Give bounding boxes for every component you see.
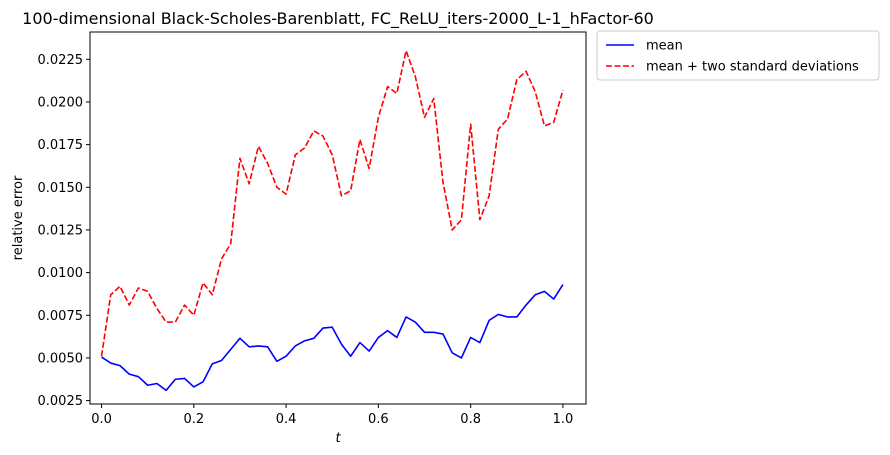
chart-title: 100-dimensional Black-Scholes-Barenblatt… (22, 9, 654, 29)
y-tick-label: 0.0050 (38, 351, 84, 366)
y-tick-label: 0.0025 (38, 394, 84, 409)
x-tick-label: 1.0 (553, 412, 574, 427)
legend-label: mean (646, 39, 683, 54)
plot-frame (89, 31, 587, 405)
x-tick-label: 0.2 (183, 412, 204, 427)
y-tick-label: 0.0175 (38, 138, 84, 153)
y-tick-label: 0.0125 (38, 223, 84, 238)
y-axis-label: relative error (11, 175, 26, 260)
x-tick-label: 0.8 (460, 412, 481, 427)
legend-label: mean + two standard deviations (646, 60, 859, 75)
y-tick-label: 0.0075 (38, 309, 84, 324)
series-layer (100, 49, 564, 392)
y-tick-label: 0.0100 (38, 266, 84, 281)
x-tick-label: 0.4 (276, 412, 297, 427)
x-axis-label: t (335, 431, 341, 446)
series-line-mean (101, 284, 564, 392)
x-axis: 0.0 0.2 0.4 0.6 0.8 1.0 (91, 404, 573, 427)
y-axis: 0.0025 0.0050 0.0075 0.0100 0.0125 0.0150 0.01… (38, 53, 90, 409)
y-tick-label: 0.0150 (38, 181, 84, 196)
y-tick-label: 0.0200 (38, 95, 84, 110)
y-tick-label: 0.0225 (38, 53, 84, 68)
legend: mean mean + two standard deviations (596, 30, 880, 81)
plot-area (89, 31, 587, 405)
series-line-mean-plus-two-std (100, 49, 564, 357)
x-tick-label: 0.0 (91, 412, 112, 427)
x-tick-label: 0.6 (368, 412, 389, 427)
legend-box (596, 30, 880, 81)
